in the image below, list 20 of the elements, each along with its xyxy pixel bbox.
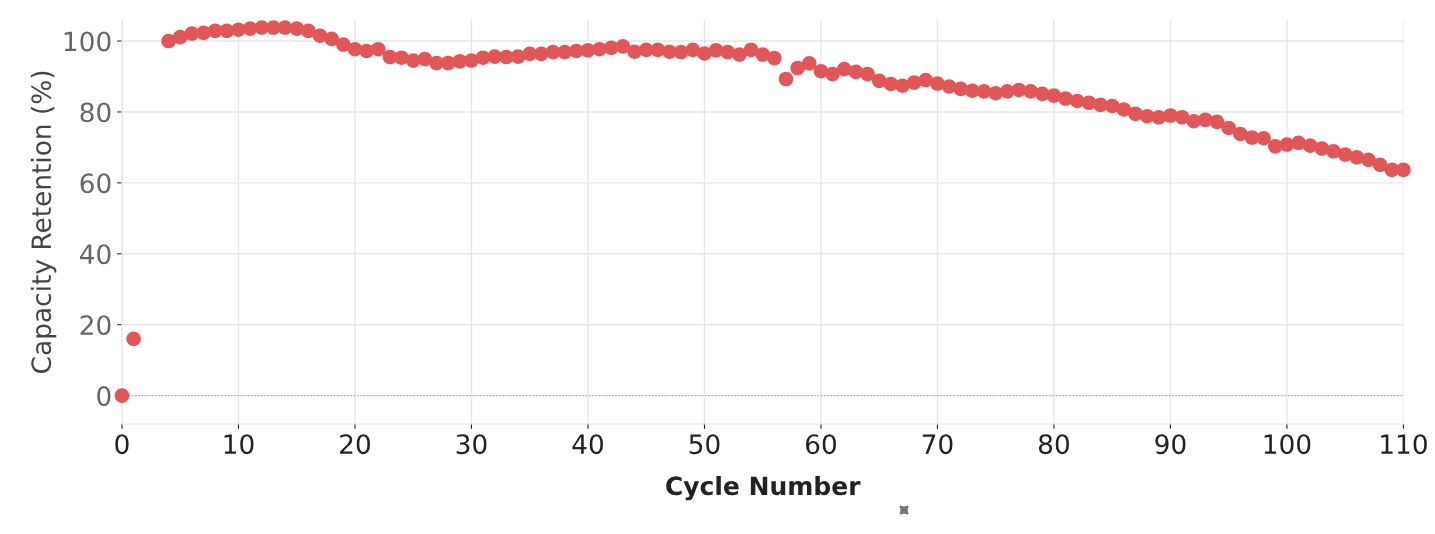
y-tick-label: 60 [80,173,111,194]
x-axis-title: Cycle Number [666,475,861,501]
x-tick-label: 50 [689,434,720,455]
y-tick-label: 20 [80,315,111,336]
y-tick-label: 40 [79,244,111,265]
x-tick-label: 80 [1038,434,1069,455]
x-tick-label: 100 [1264,434,1311,455]
x-tick-label: 60 [806,434,836,455]
x-tick-label: 90 [1155,434,1186,455]
y-tick-label: 0 [97,386,111,407]
y-tick-label: 80 [80,102,111,123]
y-axis-title: Capacity Retention (%) [30,71,57,373]
x-tick-label: 20 [340,434,370,455]
x-tick-label: 10 [224,434,254,455]
x-tick-label: 40 [572,434,603,455]
x-tick-label: 30 [456,434,487,455]
x-tick-label: 110 [1381,434,1427,455]
y-tick-label: 100 [64,31,111,52]
x-tick-label: 70 [922,434,953,455]
x-tick-label: 0 [115,434,129,455]
